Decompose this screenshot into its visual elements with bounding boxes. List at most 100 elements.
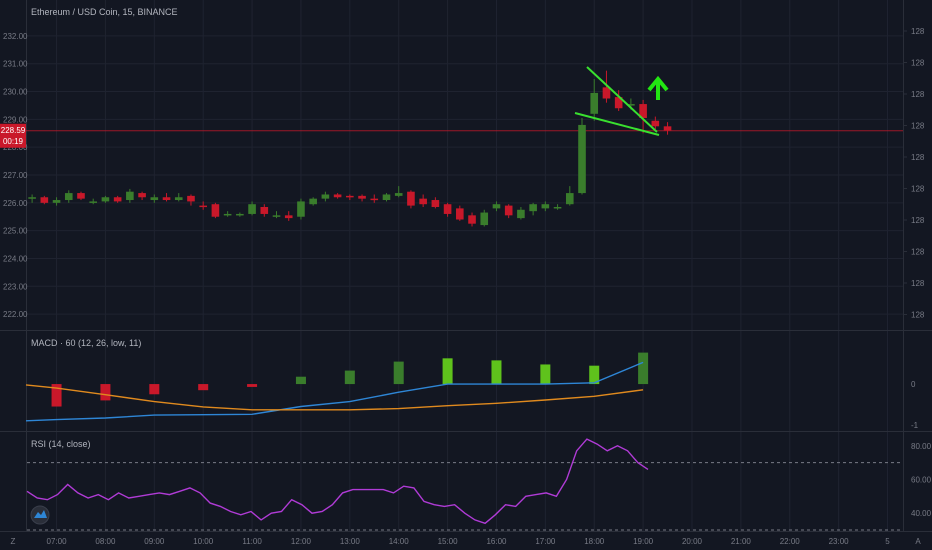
candle-down — [456, 208, 464, 220]
rsi-title[interactable]: RSI (14, close) — [31, 439, 91, 449]
candle-up — [529, 204, 537, 212]
time-axis-label: 5 — [885, 537, 890, 546]
candle-down — [162, 197, 171, 201]
time-axis-label: 11:00 — [242, 537, 262, 546]
price-axis-label: 230.00 — [3, 88, 28, 97]
candle-up — [223, 213, 232, 216]
macd-histogram-bar — [442, 358, 453, 385]
candle-up — [578, 124, 586, 194]
rsi-axis-label: 60.00 — [911, 475, 932, 484]
candle-down — [187, 195, 195, 202]
macd-histogram-bar — [589, 365, 600, 385]
candle-up — [394, 193, 403, 196]
candle-up — [517, 209, 525, 219]
right-axis-label: 128 — [911, 279, 925, 288]
time-axis-label: 22:00 — [780, 537, 801, 546]
zoom-reset-button[interactable]: Z — [11, 537, 16, 546]
candle-up — [52, 200, 61, 203]
time-axis-label: 07:00 — [47, 537, 68, 546]
up-arrow-icon — [647, 75, 669, 100]
candle-up — [553, 206, 562, 209]
candle-up — [28, 197, 36, 199]
candle-down — [431, 200, 440, 207]
wedge-lower-line[interactable] — [574, 112, 660, 136]
time-axis-label: 10:00 — [193, 537, 214, 546]
time-axis-label: 08:00 — [95, 537, 116, 546]
candle-up — [565, 193, 574, 205]
right-axis-label: 128 — [911, 90, 925, 99]
candlestick-series — [28, 70, 672, 227]
macd-histogram-bar — [344, 370, 355, 385]
candle-down — [504, 205, 513, 216]
candle-up — [382, 194, 391, 201]
candle-up — [480, 212, 489, 226]
candle-down — [211, 204, 220, 217]
time-axis-label: 18:00 — [584, 537, 605, 546]
falling-wedge-pattern[interactable] — [574, 66, 660, 136]
macd-histogram-bar — [149, 384, 160, 395]
tradingview-cloud-icon[interactable] — [30, 505, 50, 525]
time-axis-label: 13:00 — [340, 537, 361, 546]
candle-up — [297, 201, 305, 217]
macd-histogram-bar — [295, 376, 306, 385]
price-badge-value: 228.59 — [1, 126, 26, 135]
price-badge-countdown: 00:19 — [3, 137, 24, 146]
candle-down — [614, 97, 623, 109]
price-axis-label: 222.00 — [3, 310, 28, 319]
candle-down — [138, 193, 146, 198]
right-axis-label: 128 — [911, 185, 925, 194]
candle-down — [370, 198, 379, 201]
right-axis-label: 128 — [911, 311, 925, 320]
price-axis-label: 226.00 — [3, 199, 28, 208]
price-axis-label: 227.00 — [3, 171, 28, 180]
candle-up — [272, 215, 281, 217]
price-axis-label: 232.00 — [3, 32, 28, 41]
time-axis-label: 09:00 — [144, 537, 165, 546]
candle-up — [101, 197, 110, 202]
wedge-upper-line[interactable] — [586, 66, 658, 133]
candle-down — [358, 195, 366, 199]
candle-down — [284, 215, 293, 219]
candle-down — [40, 197, 49, 203]
signal-line — [25, 384, 644, 411]
price-axis-label: 229.00 — [3, 115, 28, 124]
candle-up — [590, 92, 599, 114]
macd-histogram-bar — [247, 384, 258, 387]
price-axis-label: 231.00 — [3, 60, 28, 69]
price-badge-box — [0, 123, 26, 148]
macd-histogram-bar — [491, 360, 502, 385]
time-axis-label: 20:00 — [682, 537, 703, 546]
candle-up — [627, 104, 635, 106]
time-axis-label: 17:00 — [535, 537, 556, 546]
price-badge: 228.59 00:19 — [0, 123, 26, 148]
candle-up — [309, 198, 317, 205]
candle-up — [321, 194, 330, 199]
candle-down — [443, 204, 452, 214]
rsi-indicator — [26, 438, 903, 531]
candle-down — [468, 215, 476, 224]
macd-histogram-bar — [51, 384, 62, 407]
macd-axis-label: 0 — [911, 380, 916, 389]
candle-down — [602, 87, 611, 99]
time-axis-label: 19:00 — [633, 537, 654, 546]
rsi-line — [26, 438, 649, 525]
macd-histogram-bar — [540, 364, 551, 385]
auto-scale-button[interactable]: A — [915, 537, 921, 546]
candle-up — [174, 197, 183, 201]
candle-up — [248, 204, 256, 214]
symbol-title[interactable]: Ethereum / USD Coin, 15, BINANCE — [31, 7, 178, 17]
candle-up — [126, 191, 134, 201]
candle-down — [346, 195, 354, 198]
candle-down — [333, 194, 342, 198]
candle-down — [639, 104, 647, 118]
axis-labels: 232.00231.00230.00229.00228.00227.00226.… — [3, 27, 932, 546]
macd-title[interactable]: MACD · 60 (12, 26, low, 11) — [31, 338, 141, 348]
candle-down — [419, 198, 427, 205]
candle-up — [492, 204, 501, 209]
macd-histogram-bar — [198, 384, 209, 391]
candle-down — [113, 197, 122, 202]
candle-down — [663, 126, 672, 131]
candle-up — [64, 193, 73, 201]
